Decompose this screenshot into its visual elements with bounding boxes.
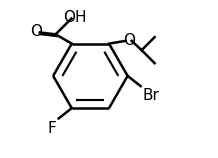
Text: O: O [30,24,42,39]
Text: OH: OH [63,10,87,25]
Text: F: F [48,121,56,136]
Text: Br: Br [142,88,159,103]
Text: O: O [123,33,135,48]
